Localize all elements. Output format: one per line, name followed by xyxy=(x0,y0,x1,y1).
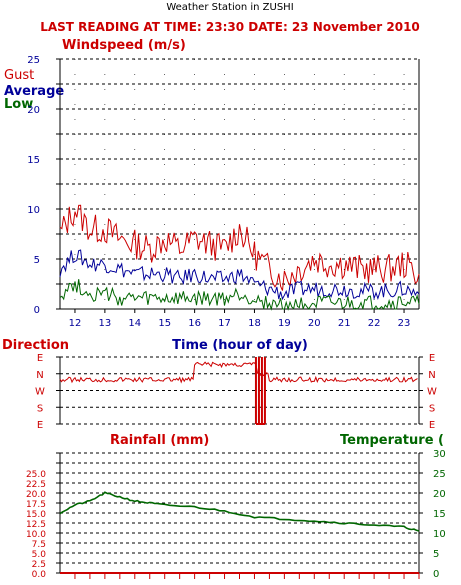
legend-gust: Gust xyxy=(4,68,34,83)
wind-y-tick-label: 10 xyxy=(27,205,40,216)
dir-label-right: N xyxy=(428,370,435,381)
temperature-title: Temperature ( xyxy=(340,433,444,448)
wind-x-tick-label: 16 xyxy=(188,318,201,329)
dir-label-right: E xyxy=(429,420,435,431)
windspeed-title: Windspeed (m/s) xyxy=(62,38,186,53)
rain-y-tick-label: 20.0 xyxy=(26,490,46,500)
rain-y-tick-label: 17.5 xyxy=(26,500,46,510)
dir-label-left: E xyxy=(37,420,43,431)
temp-y-tick-label: 25 xyxy=(433,469,446,480)
dir-label-left: S xyxy=(37,403,43,414)
temp-y-tick-label: 0 xyxy=(433,569,439,580)
wind-y-tick-label: 0 xyxy=(34,305,40,316)
series-temperature-line xyxy=(59,491,420,532)
series-low-line xyxy=(59,279,420,311)
direction-line xyxy=(59,361,418,384)
temp-y-tick-label: 5 xyxy=(433,549,439,560)
temp-y-tick-label: 10 xyxy=(433,529,446,540)
rain-y-tick-label: 2.5 xyxy=(32,560,46,570)
wind-x-tick-label: 15 xyxy=(158,318,171,329)
temp-y-tick-label: 15 xyxy=(433,509,446,520)
wind-x-tick-label: 14 xyxy=(128,318,141,329)
dir-label-right: E xyxy=(429,353,435,364)
direction-title: Direction xyxy=(2,338,69,353)
rain-y-tick-label: 10.0 xyxy=(26,530,46,540)
wind-y-tick-label: 20 xyxy=(27,105,40,116)
rain-y-tick-label: 15.0 xyxy=(26,510,46,520)
wind-x-tick-label: 13 xyxy=(99,318,112,329)
series-average-line xyxy=(59,249,420,301)
wind-x-tick-label: 17 xyxy=(218,318,231,329)
wind-y-tick-label: 25 xyxy=(27,55,40,66)
wind-x-tick-label: 18 xyxy=(248,318,261,329)
series-gust-line xyxy=(59,204,420,291)
rain-y-tick-label: 12.5 xyxy=(26,520,46,530)
last-reading-title: LAST READING AT TIME: 23:30 DATE: 23 Nov… xyxy=(40,20,420,34)
dir-label-left: N xyxy=(36,370,43,381)
direction-chart: Direction E EN NW WS SE E xyxy=(2,338,437,431)
temp-y-tick-label: 20 xyxy=(433,489,446,500)
rain-y-tick-label: 5.0 xyxy=(32,550,47,560)
legend-low: Low xyxy=(4,97,33,112)
rain-y-tick-label: 22.5 xyxy=(26,480,46,490)
wind-x-tick-label: 20 xyxy=(308,318,321,329)
wind-x-tick-label: 12 xyxy=(69,318,82,329)
wind-y-tick-label: 5 xyxy=(34,255,40,266)
dir-label-right: S xyxy=(429,403,435,414)
dir-label-right: W xyxy=(427,387,437,398)
rain-y-tick-label: 0.0 xyxy=(32,570,47,580)
rainfall-title: Rainfall (mm) xyxy=(110,433,209,448)
rain-y-tick-label: 7.5 xyxy=(32,540,46,550)
station-title: Weather Station in ZUSHI xyxy=(166,2,293,13)
wind-x-tick-label: 19 xyxy=(278,318,291,329)
wind-x-tick-label: 21 xyxy=(338,318,351,329)
dir-label-left: W xyxy=(35,387,45,398)
wind-x-tick-label: 22 xyxy=(368,318,381,329)
rainfall-temperature-chart: Rainfall (mm) Temperature ( 0.02.55.07.5… xyxy=(26,433,446,580)
time-axis-label: Time (hour of day) xyxy=(172,338,308,353)
wind-x-tick-label: 23 xyxy=(398,318,411,329)
wind-y-tick-label: 15 xyxy=(27,155,40,166)
rain-y-tick-label: 25.0 xyxy=(26,470,46,480)
dir-label-left: E xyxy=(37,353,43,364)
windspeed-chart: Windspeed (m/s) Gust Average Low 0 5 10 15 2… xyxy=(4,38,420,353)
temp-y-tick-label: 30 xyxy=(433,449,446,460)
legend-average: Average xyxy=(4,84,64,99)
